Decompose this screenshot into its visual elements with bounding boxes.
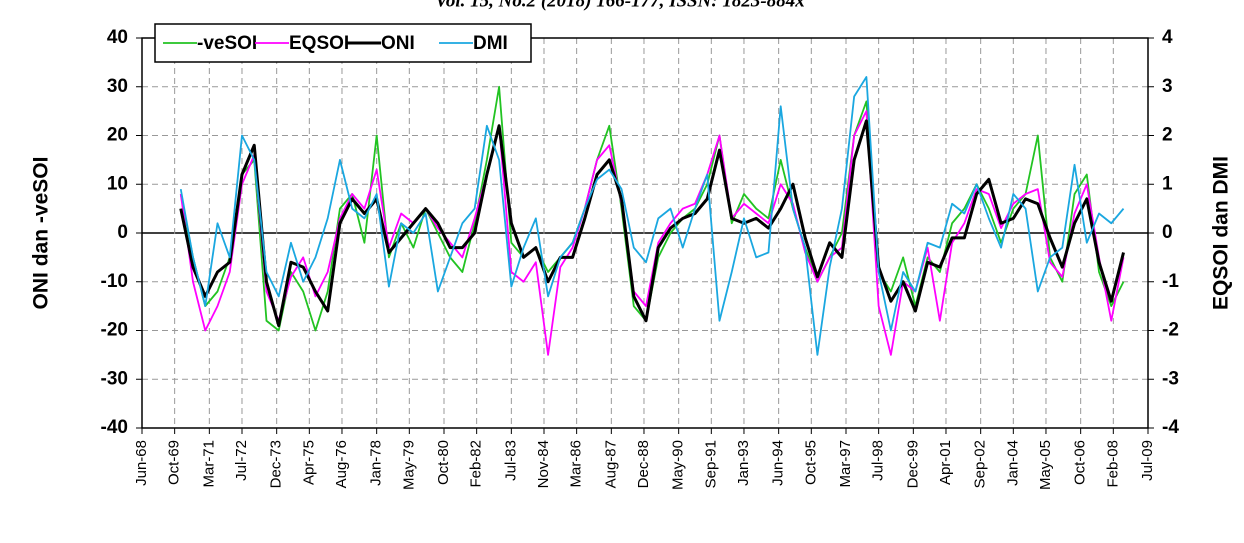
y2-tick-label: 4 xyxy=(1162,27,1173,48)
x-tick-label: Oct-95 xyxy=(802,440,819,485)
x-tick-label: Aug-76 xyxy=(333,440,350,488)
x-tick-label: Apr-01 xyxy=(937,440,954,485)
y2-tick-label: 1 xyxy=(1162,173,1173,194)
x-tick-label: May-05 xyxy=(1037,440,1054,490)
x-tick-label: Oct-06 xyxy=(1072,440,1089,485)
x-tick-label: Aug-87 xyxy=(602,440,619,488)
x-tick-label: Jan-04 xyxy=(1004,440,1021,486)
series-line xyxy=(179,85,1125,332)
x-tick-label: Mar-86 xyxy=(568,440,585,488)
x-tick-label: Jan-78 xyxy=(368,440,385,486)
x-tick-label: Jun-68 xyxy=(133,440,150,486)
y2-tick-label: -1 xyxy=(1162,271,1179,292)
y-tick-label: 0 xyxy=(117,222,128,243)
x-tick-label: Sep-02 xyxy=(972,440,989,488)
x-tick-label: Nov-84 xyxy=(535,440,552,488)
y2-tick-label: -4 xyxy=(1162,417,1179,438)
y-tick-label: 30 xyxy=(107,76,128,97)
x-tick-label: Jul-72 xyxy=(233,440,250,481)
x-tick-label: Oct-80 xyxy=(435,440,452,485)
x-tick-label: Feb-08 xyxy=(1104,440,1121,488)
y2-tick-label: -2 xyxy=(1162,320,1179,341)
x-tick-label: Dec-99 xyxy=(904,440,921,488)
y-tick-label: -10 xyxy=(101,271,128,292)
x-tick-label: Jun-94 xyxy=(770,440,787,486)
y2-tick-label: 2 xyxy=(1162,125,1173,146)
x-tick-label: Dec-88 xyxy=(635,440,652,488)
x-tick-label: May-90 xyxy=(670,440,687,490)
plot-frame xyxy=(141,37,1149,429)
series-line xyxy=(179,119,1125,328)
y-tick-label: -40 xyxy=(101,417,128,438)
y2-tick-label: 3 xyxy=(1162,76,1173,97)
legend-label: DMI xyxy=(473,33,508,54)
y-tick-label: 40 xyxy=(107,27,128,48)
y2-axis-title: EQSOI dan DMI xyxy=(1210,156,1233,310)
x-tick-label: Jul-83 xyxy=(502,440,519,481)
x-tick-label: Jul-09 xyxy=(1139,440,1156,481)
page-header: Vol. 15, No.2 (2018) 166-177, ISSN: 1823… xyxy=(435,0,805,11)
x-tick-label: Oct-69 xyxy=(166,440,183,485)
x-tick-label: Apr-75 xyxy=(300,440,317,485)
x-tick-label: Dec-73 xyxy=(268,440,285,488)
x-tick-label: Jan-93 xyxy=(735,440,752,486)
x-tick-label: May-79 xyxy=(400,440,417,490)
y-tick-label: 20 xyxy=(107,125,128,146)
x-tick-label: Sep-91 xyxy=(702,440,719,488)
legend-label: EQSOI xyxy=(289,33,349,54)
x-tick-label: Feb-82 xyxy=(468,440,485,488)
y2-tick-label: -3 xyxy=(1162,368,1179,389)
x-tick-label: Mar-97 xyxy=(837,440,854,488)
y2-tick-label: 0 xyxy=(1162,222,1173,243)
legend-label: ONI xyxy=(381,33,415,54)
y-tick-label: 10 xyxy=(107,173,128,194)
y-tick-label: -30 xyxy=(101,368,128,389)
series-line xyxy=(179,76,1125,356)
y-axis-title: ONI dan -veSOI xyxy=(30,157,53,310)
legend-label: -veSOI xyxy=(197,33,257,54)
y-tick-label: -20 xyxy=(101,320,128,341)
x-tick-label: Jul-98 xyxy=(870,440,887,481)
x-tick-label: Mar-71 xyxy=(200,440,217,488)
